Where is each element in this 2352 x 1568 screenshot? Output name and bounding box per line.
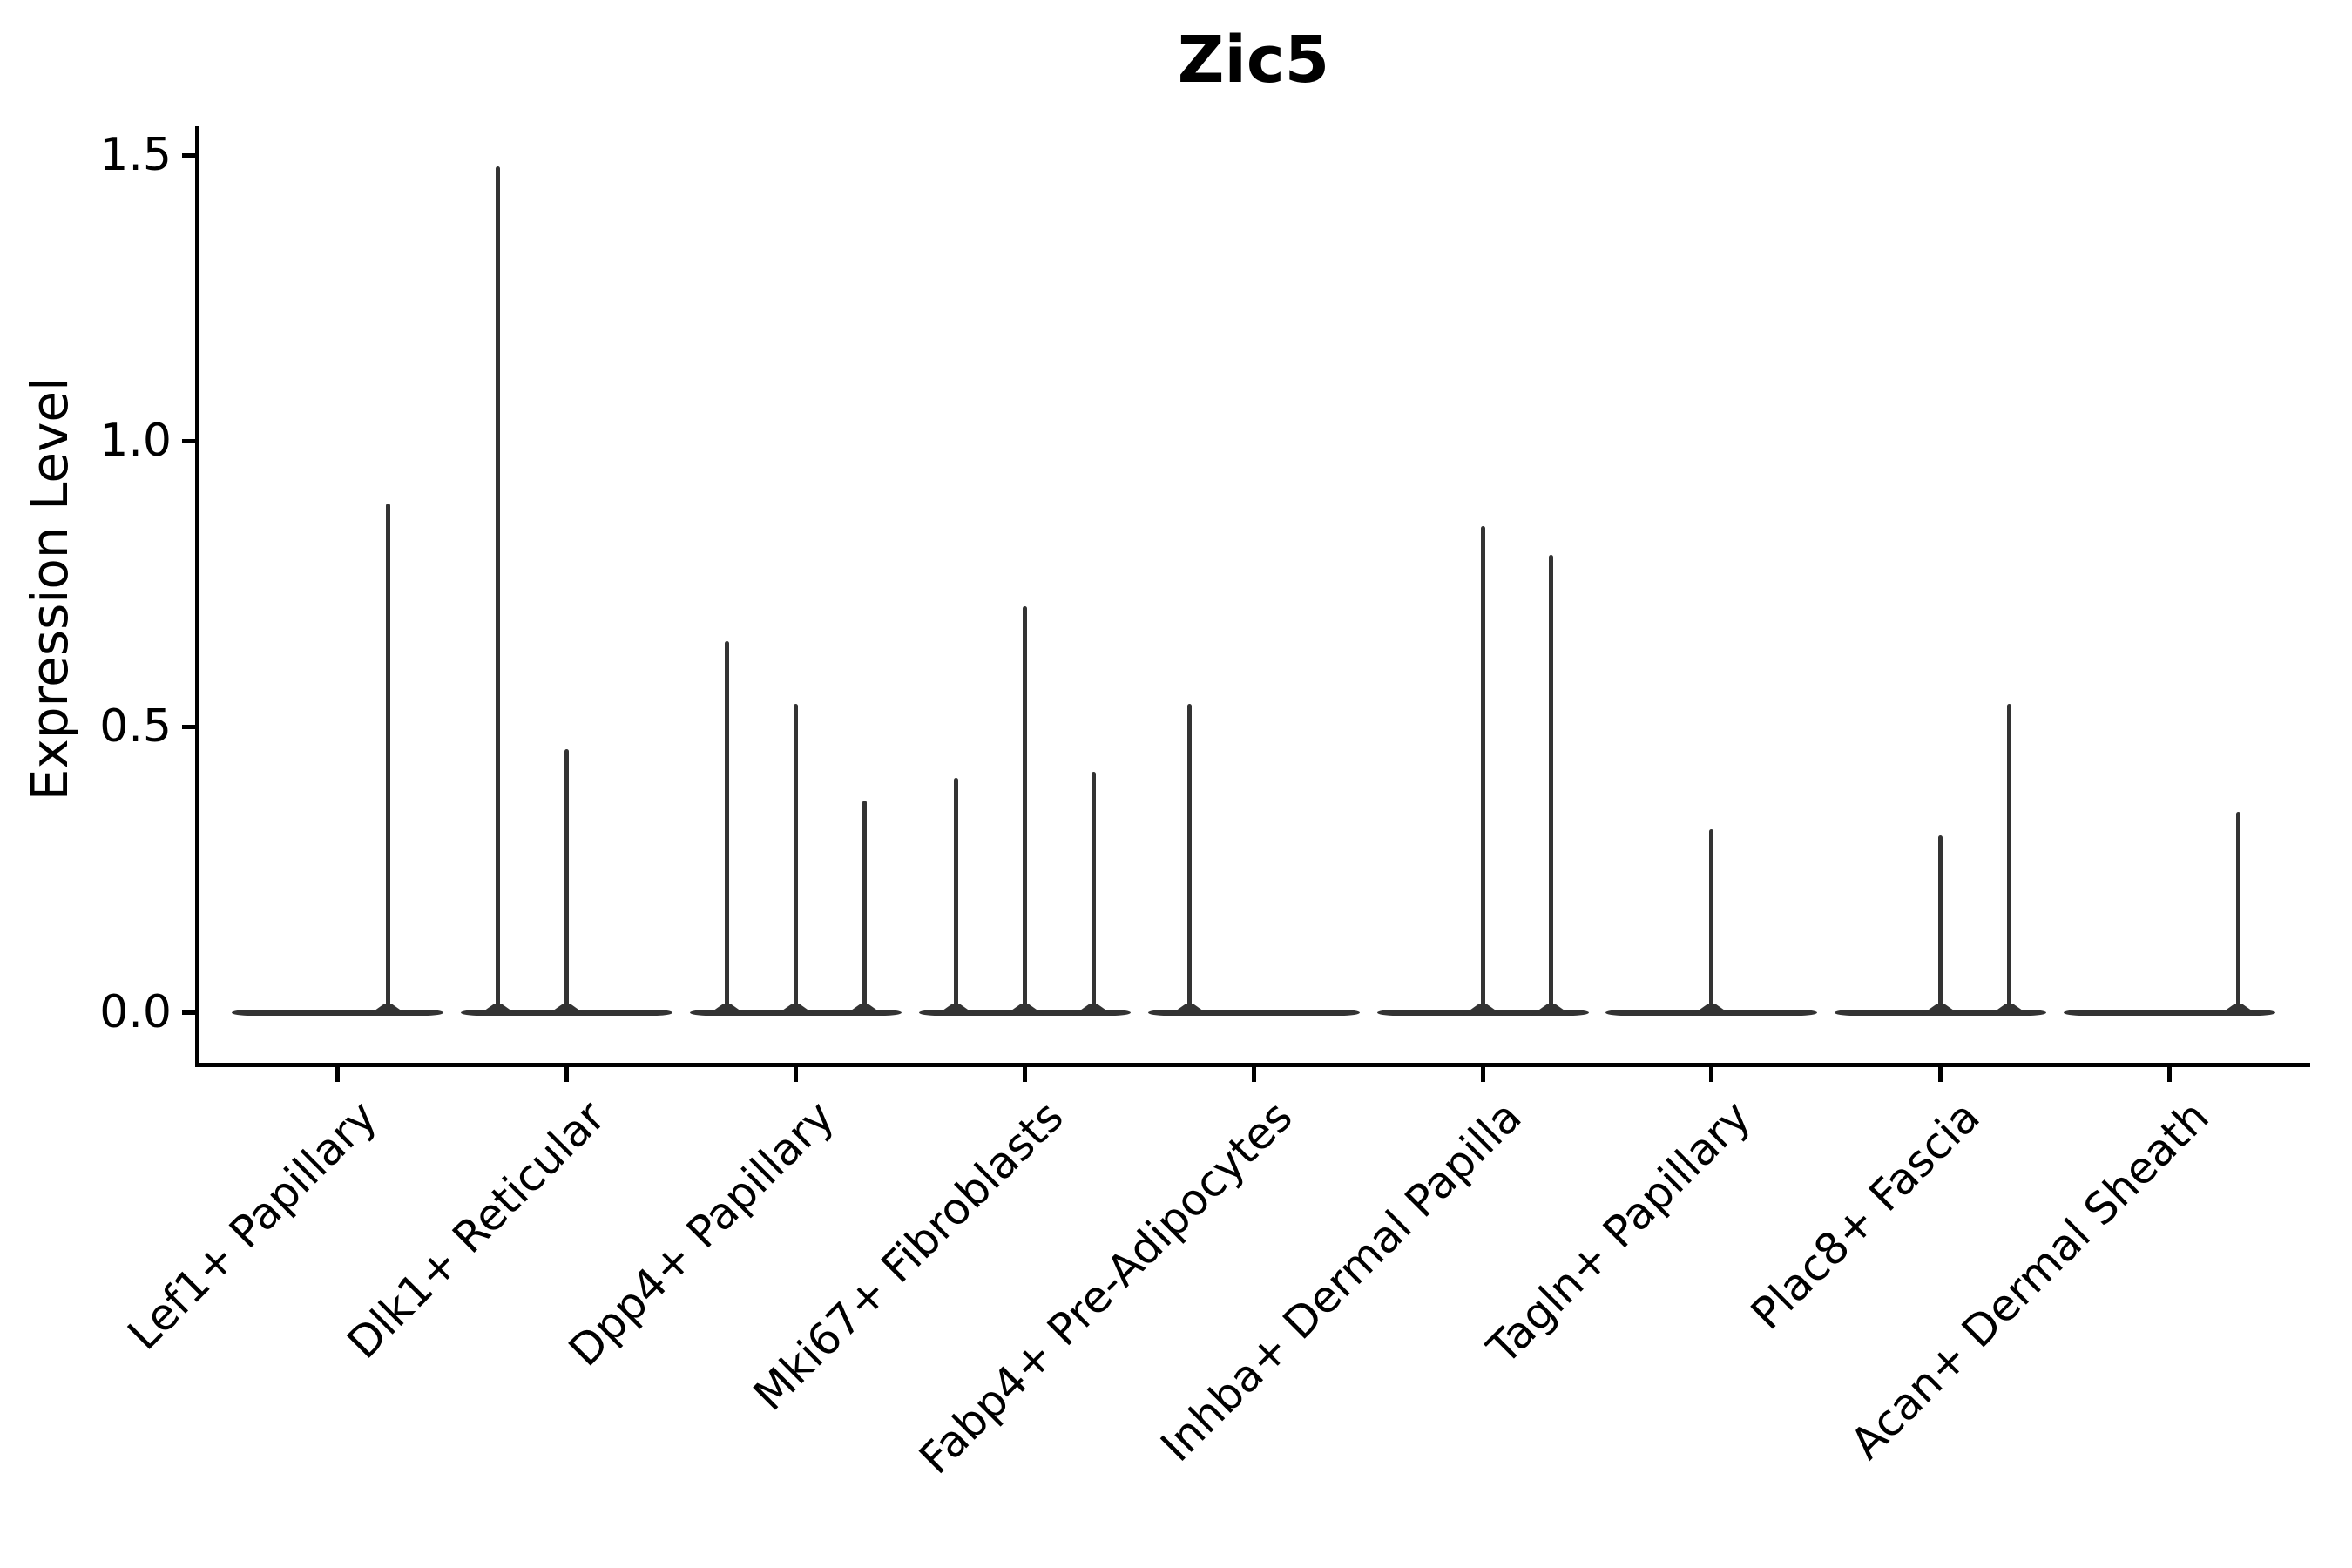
y-tick-mark <box>182 1010 196 1015</box>
y-tick-label: 1.5 <box>99 129 172 181</box>
violin-spike <box>724 640 729 1012</box>
x-tick-mark <box>2167 1066 2173 1082</box>
x-tick-mark <box>1022 1066 1027 1082</box>
violin-spike <box>2236 812 2241 1012</box>
violin-spike <box>2007 703 2012 1012</box>
violin-spike <box>1091 772 1096 1012</box>
x-tick-mark <box>1480 1066 1485 1082</box>
x-tick-mark <box>793 1066 798 1082</box>
left-spine <box>195 126 199 1067</box>
y-tick-mark <box>182 152 196 158</box>
x-tick-mark <box>1709 1066 1714 1082</box>
x-tick-mark <box>335 1066 340 1082</box>
y-tick-label: 0.5 <box>99 700 172 753</box>
x-tick-mark <box>1938 1066 1943 1082</box>
violin-spike <box>1938 835 1943 1012</box>
violin-spike <box>1186 703 1192 1012</box>
violin-spike <box>564 749 569 1012</box>
violin-body <box>1147 1009 1360 1016</box>
y-axis-label: Expression Level <box>20 376 79 801</box>
violin-spike <box>953 778 958 1012</box>
y-tick-label: 1.0 <box>99 415 172 467</box>
violin-body <box>232 1009 443 1016</box>
x-tick-mark <box>1251 1066 1256 1082</box>
x-tick-mark <box>564 1066 569 1082</box>
violin-spike <box>862 801 867 1012</box>
violin-spike <box>793 703 798 1012</box>
violin-spike <box>385 504 390 1012</box>
violin-spike <box>1549 555 1554 1012</box>
y-tick-label: 0.0 <box>99 986 172 1038</box>
y-tick-mark <box>182 724 196 729</box>
violin-spike <box>496 166 501 1012</box>
violin-spike <box>1022 606 1027 1012</box>
violin-spike <box>1709 829 1714 1012</box>
y-tick-mark <box>182 438 196 443</box>
violin-body <box>2064 1009 2276 1016</box>
bottom-spine <box>195 1063 2310 1067</box>
violin-spike <box>1480 526 1485 1012</box>
chart-title: Zic5 <box>1177 23 1330 98</box>
